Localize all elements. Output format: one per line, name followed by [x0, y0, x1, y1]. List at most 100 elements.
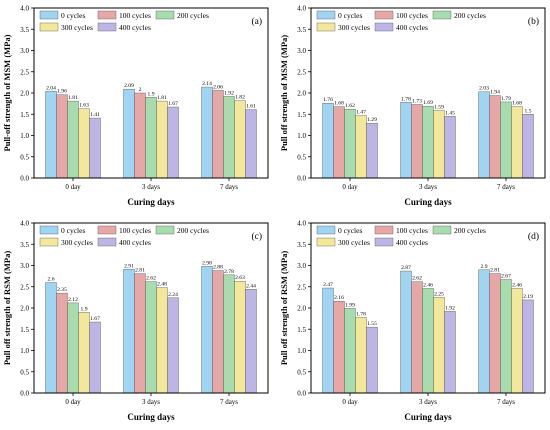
- legend-label: 300 cycles: [61, 238, 93, 247]
- bar-value-label: 1.9: [81, 306, 88, 312]
- legend-swatch: [97, 22, 117, 32]
- bar-value-label: 1.62: [345, 103, 355, 109]
- legend-label: 0 cycles: [338, 226, 362, 235]
- y-tick-label: 3.5: [297, 26, 306, 34]
- plot-frame: [310, 222, 546, 394]
- bar-value-label: 2.25: [434, 291, 444, 297]
- bar-value-label: 1.45: [445, 110, 455, 116]
- legend-label: 400 cycles: [119, 238, 151, 247]
- bar-value-label: 1.69: [423, 100, 433, 106]
- bar: [134, 273, 146, 394]
- x-tick-label: 3 days: [142, 398, 160, 406]
- bar: [433, 110, 445, 179]
- bar: [156, 100, 168, 179]
- bar-value-label: 1.79: [501, 96, 511, 102]
- bar-value-label: 2.62: [412, 276, 422, 282]
- bar-value-label: 2.46: [423, 282, 433, 288]
- legend-label: 200 cycles: [454, 11, 486, 20]
- legend-swatch: [374, 10, 394, 20]
- bar-value-label: 2.06: [213, 84, 223, 90]
- bar-value-label: 1.78: [356, 311, 366, 317]
- bar: [333, 106, 345, 179]
- x-tick-label: 7 days: [220, 183, 238, 191]
- bar-value-label: 2.14: [202, 81, 212, 87]
- y-axis-label: Pull off strength of RSM (MPa): [279, 251, 289, 366]
- bar-value-label: 1.59: [434, 104, 444, 110]
- bar: [322, 287, 334, 394]
- bar: [212, 90, 224, 179]
- bar-value-label: 2.9: [481, 264, 488, 270]
- y-tick-label: 0.5: [20, 368, 29, 376]
- legend-swatch: [97, 225, 117, 235]
- legend-label: 400 cycles: [396, 23, 428, 32]
- bar-value-label: 2.47: [323, 282, 333, 288]
- y-tick-label: 1.0: [20, 132, 29, 140]
- y-tick-label: 2.0: [297, 90, 306, 98]
- bar: [145, 281, 157, 394]
- bar-value-label: 2.6: [48, 277, 55, 283]
- bar-value-label: 2.24: [168, 292, 178, 298]
- y-tick-label: 1.0: [297, 347, 306, 355]
- bar-value-label: 2.09: [124, 83, 134, 89]
- panel-label: (a): [251, 16, 262, 27]
- bar-value-label: 2.16: [334, 295, 344, 301]
- bar: [78, 108, 90, 179]
- bar-value-label: 1.67: [168, 101, 178, 107]
- x-tick-label: 0 day: [65, 183, 81, 191]
- bar: [355, 115, 367, 179]
- legend-swatch: [39, 237, 59, 247]
- bar-value-label: 1.55: [367, 321, 377, 327]
- legend-swatch: [97, 10, 117, 20]
- y-tick-label: 3.0: [20, 262, 29, 270]
- x-tick-label: 3 days: [419, 398, 437, 406]
- x-tick-label: 0 day: [342, 398, 358, 406]
- legend-swatch: [155, 225, 175, 235]
- legend-swatch: [316, 22, 336, 32]
- bar: [489, 273, 501, 394]
- bar: [45, 91, 57, 179]
- panel-label: (b): [528, 16, 539, 27]
- y-tick-label: 1.5: [20, 111, 29, 119]
- y-tick-label: 3.0: [297, 47, 306, 55]
- y-tick-label: 2.0: [20, 305, 29, 313]
- y-tick-label: 2.5: [297, 283, 306, 291]
- bar: [45, 282, 57, 394]
- y-tick-label: 0.5: [297, 368, 306, 376]
- y-tick-label: 0.5: [20, 153, 29, 161]
- x-tick-label: 0 day: [65, 398, 81, 406]
- bar: [522, 299, 534, 394]
- legend-label: 300 cycles: [338, 23, 370, 32]
- bar: [500, 279, 512, 394]
- bar: [411, 281, 423, 394]
- y-tick-label: 4.0: [20, 5, 29, 13]
- bar: [56, 94, 68, 179]
- bar: [400, 270, 412, 394]
- bar: [511, 106, 523, 179]
- bar: [344, 308, 356, 394]
- bar: [223, 96, 235, 179]
- y-tick-label: 2.5: [20, 68, 29, 76]
- bar-value-label: 1.73: [412, 98, 422, 104]
- legend-label: 0 cycles: [61, 226, 85, 235]
- legend-swatch: [316, 10, 336, 20]
- bar-value-label: 1.63: [79, 103, 89, 109]
- y-tick-label: 3.0: [20, 47, 29, 55]
- chart-panel: 0.00.51.01.52.02.53.03.54.01.761.68 1.621…: [279, 5, 546, 207]
- bar: [123, 88, 135, 179]
- bar: [212, 270, 224, 394]
- bar-value-label: 1.78: [401, 96, 411, 102]
- legend-swatch: [39, 22, 59, 32]
- y-tick-label: 3.5: [20, 26, 29, 34]
- bar: [67, 302, 79, 394]
- legend-swatch: [374, 225, 394, 235]
- y-tick-label: 1.0: [20, 347, 29, 355]
- bar-value-label: 1.99: [345, 302, 355, 308]
- legend-label: 100 cycles: [396, 226, 428, 235]
- y-tick-label: 2.0: [297, 305, 306, 313]
- legend-swatch: [432, 225, 452, 235]
- x-axis-label: Curing days: [404, 412, 452, 422]
- legend-label: 200 cycles: [177, 226, 209, 235]
- bar-value-label: 1.92: [445, 305, 455, 311]
- bar-value-label: 1.9: [148, 91, 155, 97]
- bar: [489, 95, 501, 179]
